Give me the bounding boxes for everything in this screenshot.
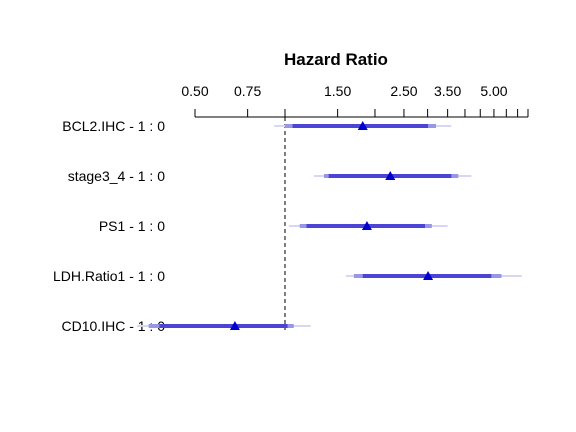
- x-tick-label: 0.75: [234, 83, 261, 99]
- hazard-ratio-point: [357, 121, 368, 130]
- row-label: LDH.Ratio1 - 1 : 0: [53, 268, 165, 284]
- x-tick-label: 0.50: [181, 83, 208, 99]
- forest-row: PS1 - 1 : 0: [99, 218, 448, 234]
- hazard-ratio-point: [361, 221, 372, 230]
- hazard-ratio-point: [229, 321, 240, 330]
- x-axis: 0.50 0.75 1.50 2.50 3.50 5.00: [181, 83, 529, 118]
- hazard-ratio-point: [385, 171, 396, 180]
- x-tick-label: 5.00: [480, 83, 507, 99]
- forest-row: stage3_4 - 1 : 0: [68, 168, 472, 184]
- x-tick-label: 3.50: [434, 83, 461, 99]
- x-tick-label: 2.50: [390, 83, 417, 99]
- forest-row: CD10.IHC - 1 : 0: [62, 318, 311, 334]
- row-label: BCL2.IHC - 1 : 0: [62, 118, 165, 134]
- hazard-ratio-point: [423, 271, 434, 280]
- x-tick-label: 1.50: [324, 83, 351, 99]
- forest-rows: BCL2.IHC - 1 : 0 stage3_4 - 1 : 0 PS1 - 1 …: [53, 118, 522, 334]
- forest-row: LDH.Ratio1 - 1 : 0: [53, 268, 522, 284]
- row-label: stage3_4 - 1 : 0: [68, 168, 166, 184]
- forest-row: BCL2.IHC - 1 : 0: [62, 118, 452, 134]
- row-label: CD10.IHC - 1 : 0: [62, 318, 166, 334]
- chart-title: Hazard Ratio: [284, 50, 388, 69]
- row-label: PS1 - 1 : 0: [99, 218, 165, 234]
